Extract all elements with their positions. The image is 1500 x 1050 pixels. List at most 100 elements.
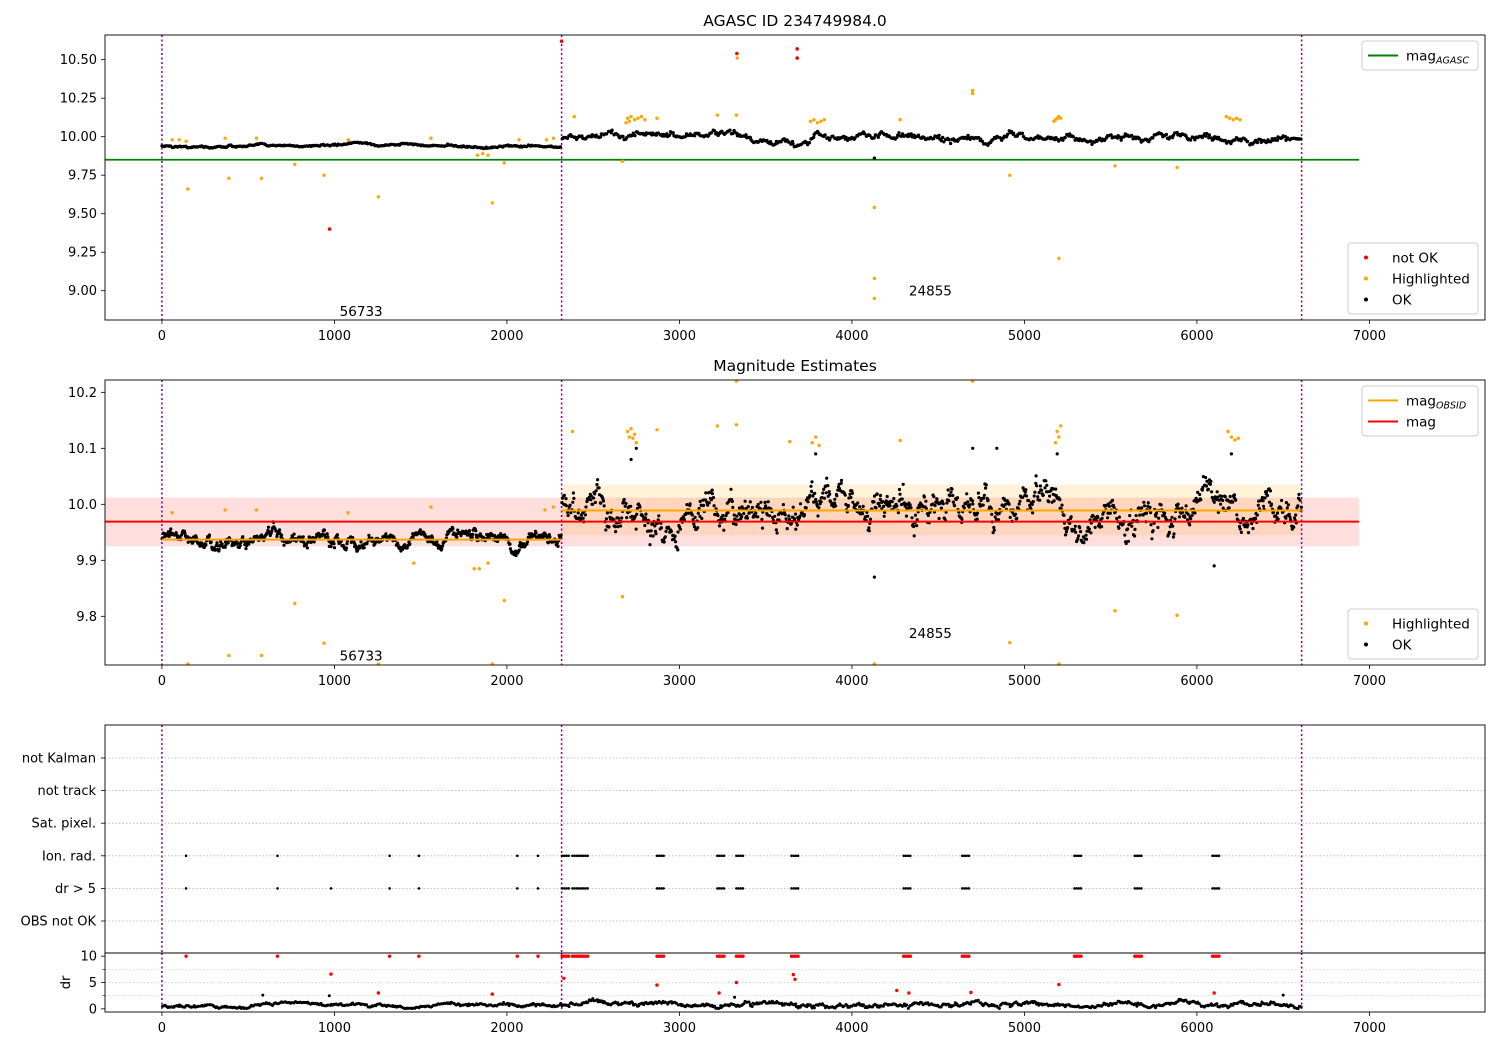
ok-point — [1149, 510, 1153, 515]
ok-point — [576, 511, 580, 515]
ok-point — [915, 524, 919, 528]
ok-point — [1210, 490, 1214, 494]
ok-point — [710, 492, 715, 496]
dr-over-5-point — [536, 954, 540, 958]
flag-event-point — [794, 887, 798, 890]
highlighted-point — [812, 118, 816, 122]
ok-point — [607, 525, 611, 529]
dr-over-5-point — [908, 954, 912, 958]
flag-event-point — [1140, 887, 1143, 890]
ok-point — [508, 547, 512, 551]
ok-point — [683, 135, 687, 139]
ok-point — [643, 523, 647, 528]
ok-point — [1279, 506, 1283, 511]
ok-point — [1093, 525, 1097, 530]
ok-point — [564, 497, 568, 501]
ok-point — [1097, 136, 1102, 140]
ok-point — [813, 491, 817, 495]
ok-point — [581, 516, 585, 520]
ok-point — [1119, 138, 1123, 142]
ok-point — [1284, 501, 1288, 505]
ok-point — [877, 501, 881, 505]
ok-point — [992, 528, 996, 532]
ok-point — [566, 513, 570, 518]
ok-point — [325, 532, 329, 536]
ok-point — [1256, 503, 1260, 507]
highlighted-point — [259, 653, 264, 658]
ok-point — [1168, 525, 1172, 529]
highlighted-point — [517, 138, 521, 142]
legend-frame — [1347, 242, 1479, 315]
ok-point — [1154, 514, 1158, 518]
flag-event-point — [961, 854, 964, 858]
ok-point — [430, 535, 434, 540]
highlighted-point — [1055, 429, 1059, 434]
flag-event-point — [563, 887, 566, 890]
ok-point — [1231, 500, 1235, 504]
chart-title: AGASC ID 234749984.0 — [703, 12, 887, 30]
ok-point — [546, 541, 550, 545]
ok-point — [593, 500, 598, 505]
ok-point — [1107, 502, 1111, 506]
ok-point — [1061, 138, 1065, 142]
ok-point — [997, 511, 1001, 516]
flag-event-point — [792, 887, 796, 890]
ok-point — [995, 446, 999, 450]
highlighted-point — [1238, 118, 1242, 122]
ok-point — [822, 496, 827, 500]
ok-point — [1047, 500, 1051, 504]
highlighted-point — [346, 138, 350, 142]
x-tick-label: 7000 — [1353, 1021, 1386, 1036]
highlighted-point — [872, 296, 877, 301]
plot-area — [105, 380, 1360, 665]
ok-point — [1107, 504, 1111, 508]
ok-point — [1254, 516, 1258, 521]
ok-point — [591, 502, 595, 506]
flag-event-point — [735, 854, 738, 858]
ok-point — [323, 533, 327, 537]
highlighted-point — [572, 114, 576, 119]
ok-point — [685, 503, 689, 507]
ok-point — [1296, 504, 1300, 508]
ok-point — [519, 545, 523, 549]
ok-point — [981, 496, 986, 500]
highlighted-point — [1008, 640, 1012, 645]
x-tick-label: 3000 — [663, 1021, 696, 1036]
ok-point — [634, 527, 638, 531]
ok-point — [916, 133, 921, 137]
flag-event-point — [660, 887, 663, 890]
highlighted-point — [1057, 256, 1061, 261]
ok-point — [638, 505, 642, 509]
highlighted-point — [475, 153, 480, 157]
ok-point — [1021, 495, 1025, 499]
flag-event-point — [1217, 854, 1221, 858]
ok-point — [657, 514, 661, 518]
ok-point — [722, 528, 726, 532]
ok-point — [935, 497, 939, 502]
ok-point — [612, 518, 616, 522]
ok-point — [440, 544, 445, 548]
ok-point — [850, 489, 854, 493]
highlighted-point — [177, 138, 181, 142]
ok-point — [1126, 527, 1130, 531]
ok-point — [1205, 131, 1209, 136]
highlighted-point — [551, 136, 556, 140]
highlighted-point — [632, 118, 637, 122]
dr-point — [905, 1003, 909, 1007]
ok-point — [470, 535, 474, 539]
ok-point — [1076, 536, 1080, 541]
highlighted-point — [734, 113, 739, 117]
highlighted-point — [634, 441, 638, 445]
legend-dot-swatch — [1364, 297, 1368, 302]
highlighted-point — [254, 136, 259, 140]
x-tick-label: 7000 — [1353, 329, 1386, 344]
ok-point — [948, 494, 952, 498]
ok-point — [467, 529, 472, 533]
dr-point — [842, 1004, 846, 1008]
ok-point — [508, 542, 512, 546]
ok-point — [1071, 135, 1076, 139]
ok-point — [742, 511, 746, 516]
ok-point — [793, 512, 798, 516]
dr-point — [1008, 1002, 1012, 1006]
